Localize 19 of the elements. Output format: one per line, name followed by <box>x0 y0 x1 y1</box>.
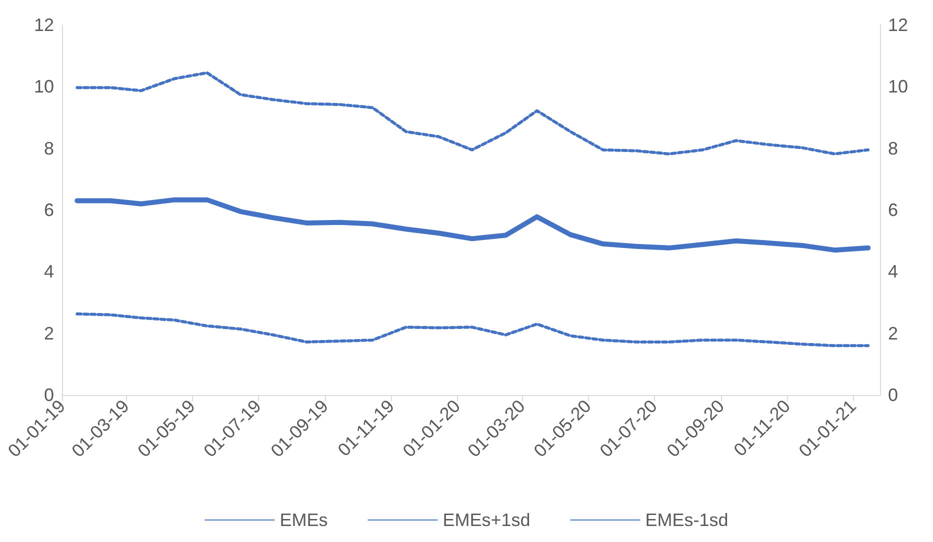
y2-tick-label: 4 <box>888 262 898 282</box>
legend-label: EMEs+1sd <box>442 510 530 530</box>
line-series <box>76 71 870 156</box>
y-tick-label: 2 <box>44 323 54 344</box>
y2-tick-label: 0 <box>888 385 898 405</box>
legend-label: EMEs-1sd <box>645 510 728 530</box>
legend-label: EMEs <box>280 510 328 530</box>
y2-tick-label: 10 <box>888 76 908 97</box>
y2-tick-label: 8 <box>888 138 898 158</box>
y-tick-label: 8 <box>44 138 54 158</box>
y2-tick-label: 12 <box>888 15 908 35</box>
y-tick-label: 10 <box>34 76 54 97</box>
y-tick-label: 4 <box>44 262 54 282</box>
y-tick-label: 6 <box>44 200 54 220</box>
y-tick-label: 0 <box>44 385 54 405</box>
line-series <box>76 312 870 348</box>
y2-tick-label: 2 <box>888 323 898 344</box>
y-tick-label: 12 <box>34 15 54 35</box>
y2-tick-label: 6 <box>888 200 898 220</box>
